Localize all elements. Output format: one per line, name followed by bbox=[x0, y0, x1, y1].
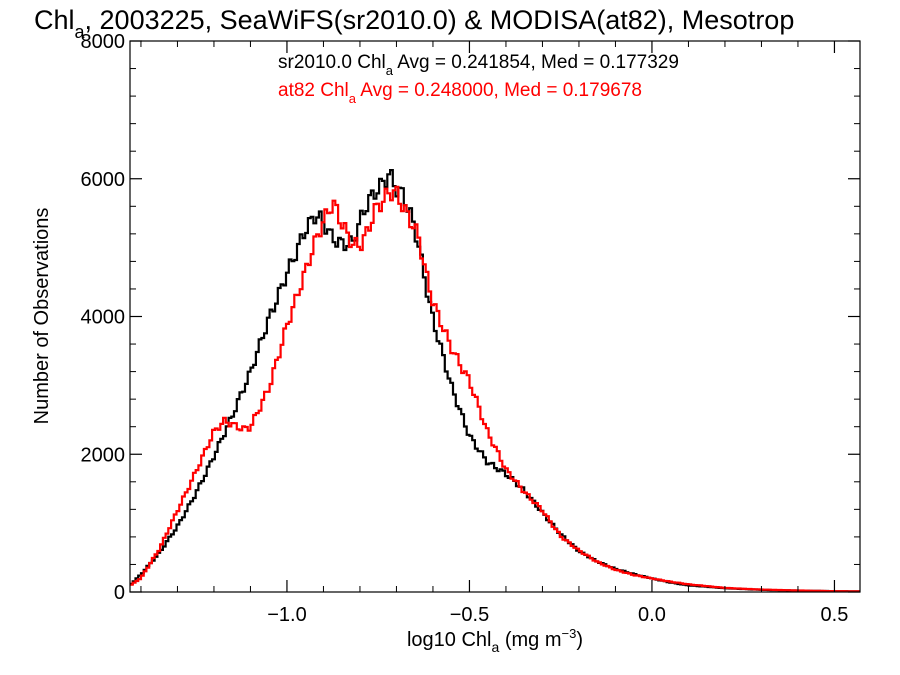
title-subscript: a bbox=[75, 22, 86, 42]
legend-black-subscript: a bbox=[386, 63, 394, 78]
legend-red-subscript: a bbox=[349, 91, 357, 106]
title-main: Chl bbox=[34, 5, 75, 35]
plot-area: 0 2000 4000 6000 8000 −1.0 −0.5 0.0 0.5 bbox=[81, 31, 861, 626]
legend-entry-black: sr2010.0 Chla Avg = 0.241854, Med = 0.17… bbox=[278, 52, 679, 78]
x-tick-label: 0.5 bbox=[821, 604, 849, 626]
legend-black-stats: Avg = 0.241854, Med = 0.177329 bbox=[393, 52, 679, 73]
xlabel-units: (mg m bbox=[499, 629, 561, 651]
y-tick-label: 4000 bbox=[81, 307, 126, 329]
y-tick-label: 6000 bbox=[81, 169, 126, 191]
legend-black-prefix: sr2010.0 Chl bbox=[278, 52, 386, 73]
xlabel-close: ) bbox=[576, 629, 583, 651]
title-rest: , 2003225, SeaWiFS(sr2010.0) & MODISA(at… bbox=[85, 5, 795, 35]
y-tick-label: 2000 bbox=[81, 444, 126, 466]
x-tick-label: 0.0 bbox=[638, 604, 666, 626]
x-tick-label: −0.5 bbox=[450, 604, 489, 626]
chart-title: Chla, 2003225, SeaWiFS(sr2010.0) & MODIS… bbox=[34, 5, 794, 42]
legend-entry-red: at82 Chla Avg = 0.248000, Med = 0.179678 bbox=[278, 80, 642, 106]
legend: sr2010.0 Chla Avg = 0.241854, Med = 0.17… bbox=[278, 52, 679, 106]
xlabel-subscript: a bbox=[492, 639, 500, 655]
y-tick-label: 0 bbox=[114, 582, 125, 604]
legend-red-prefix: at82 Chl bbox=[278, 80, 349, 101]
x-axis-label: log10 Chla (mg m−3) bbox=[407, 626, 583, 655]
xlabel-prefix: log10 Chl bbox=[407, 629, 492, 651]
y-axis-label: Number of Observations bbox=[31, 208, 53, 425]
xlabel-superscript: −3 bbox=[562, 626, 577, 641]
legend-red-stats: Avg = 0.248000, Med = 0.179678 bbox=[356, 80, 642, 101]
series-red-histogram bbox=[130, 185, 860, 593]
x-tick-label: −1.0 bbox=[267, 604, 306, 626]
y-tick-label: 8000 bbox=[81, 31, 126, 53]
